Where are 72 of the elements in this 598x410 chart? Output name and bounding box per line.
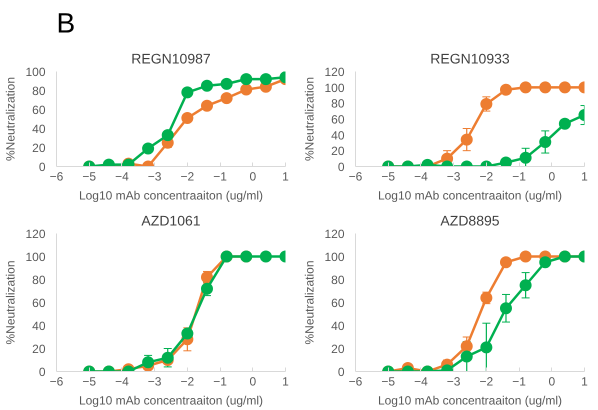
y-tick-label: 40: [331, 128, 345, 142]
y-axis-title: %Neutralization: [3, 260, 18, 345]
x-tick-label: 0: [548, 170, 556, 184]
x-tick-label: −1: [512, 170, 526, 184]
x-tick-label: 1: [282, 374, 290, 388]
chart-title: AZD1061: [141, 212, 201, 228]
x-tick-label: 0: [548, 374, 556, 388]
x-tick-label: 0: [249, 374, 256, 388]
y-tick-label: 40: [32, 122, 46, 136]
y-tick-label: 60: [331, 112, 345, 126]
y-tick-label: 60: [32, 103, 46, 117]
y-tick-label: 0: [38, 160, 46, 174]
y-tick-label: 40: [331, 319, 345, 333]
x-tick-label: −6: [50, 374, 64, 388]
x-tick-label: −6: [348, 374, 363, 388]
x-tick-label: 1: [282, 170, 290, 184]
chart-title: REGN10933: [430, 50, 510, 66]
x-tick-label: −4: [115, 374, 130, 388]
x-tick-label: −3: [148, 374, 162, 388]
y-tick-label: 40: [32, 319, 46, 333]
y-tick-label: 20: [331, 144, 345, 158]
y-tick-label: 60: [331, 296, 345, 310]
x-axis-title: Log10 mAb concentraaiton (ug/ml): [78, 188, 264, 202]
y-tick-label: 120: [25, 227, 46, 241]
chart-title: REGN10987: [131, 50, 211, 66]
y-tick-label: 60: [32, 296, 46, 310]
x-tick-label: −1: [213, 170, 228, 184]
x-tick-label: −2: [180, 374, 195, 388]
y-axis-title: %Neutralization: [3, 76, 18, 162]
x-tick-label: −5: [82, 170, 96, 184]
x-axis-title: Log10 mAb concentraaiton (ug/ml): [378, 188, 562, 202]
x-tick-label: −2: [480, 170, 494, 184]
y-tick-label: 100: [324, 250, 345, 264]
x-tick-label: 1: [581, 374, 588, 388]
x-tick-label: −2: [180, 170, 195, 184]
x-tick-label: −5: [381, 374, 396, 388]
x-tick-label: −3: [148, 170, 162, 184]
y-tick-label: 80: [331, 273, 345, 287]
y-tick-label: 120: [324, 227, 345, 241]
y-axis-title: %Neutralization: [302, 76, 316, 162]
chart-title: AZD8895: [440, 212, 500, 228]
y-tick-label: 100: [25, 250, 46, 264]
y-tick-label: 0: [38, 365, 46, 379]
y-tick-label: 100: [324, 80, 345, 95]
y-tick-label: 120: [324, 65, 345, 79]
x-tick-label: −6: [348, 170, 363, 184]
x-tick-label: −4: [414, 374, 428, 388]
y-tick-label: 80: [331, 96, 345, 111]
x-tick-label: −2: [480, 374, 494, 388]
x-axis-title: Log10 mAb concentraaiton (ug/ml): [378, 394, 562, 408]
x-axis-title: Log10 mAb concentraaiton (ug/ml): [78, 394, 264, 408]
y-tick-label: 20: [331, 342, 345, 356]
y-tick-label: 0: [338, 365, 345, 379]
y-axis-title: %Neutralization: [302, 260, 316, 345]
x-tick-label: −3: [446, 374, 461, 388]
y-tick-label: 80: [32, 273, 46, 287]
x-tick-label: −1: [213, 374, 228, 388]
x-tick-label: −5: [381, 170, 396, 184]
y-tick-label: 20: [32, 342, 46, 356]
x-tick-label: −5: [82, 374, 96, 388]
x-tick-label: −4: [115, 170, 130, 184]
y-tick-label: 20: [32, 141, 46, 155]
y-tick-label: 100: [25, 65, 46, 79]
x-tick-label: −4: [414, 170, 428, 184]
text: B: [56, 8, 76, 38]
y-tick-label: 80: [32, 84, 46, 98]
x-tick-label: −1: [512, 374, 526, 388]
y-tick-label: 0: [338, 160, 345, 174]
x-tick-label: −6: [50, 170, 64, 184]
x-tick-label: 1: [581, 170, 588, 184]
x-tick-label: 0: [249, 170, 256, 184]
x-tick-label: −3: [446, 170, 461, 184]
